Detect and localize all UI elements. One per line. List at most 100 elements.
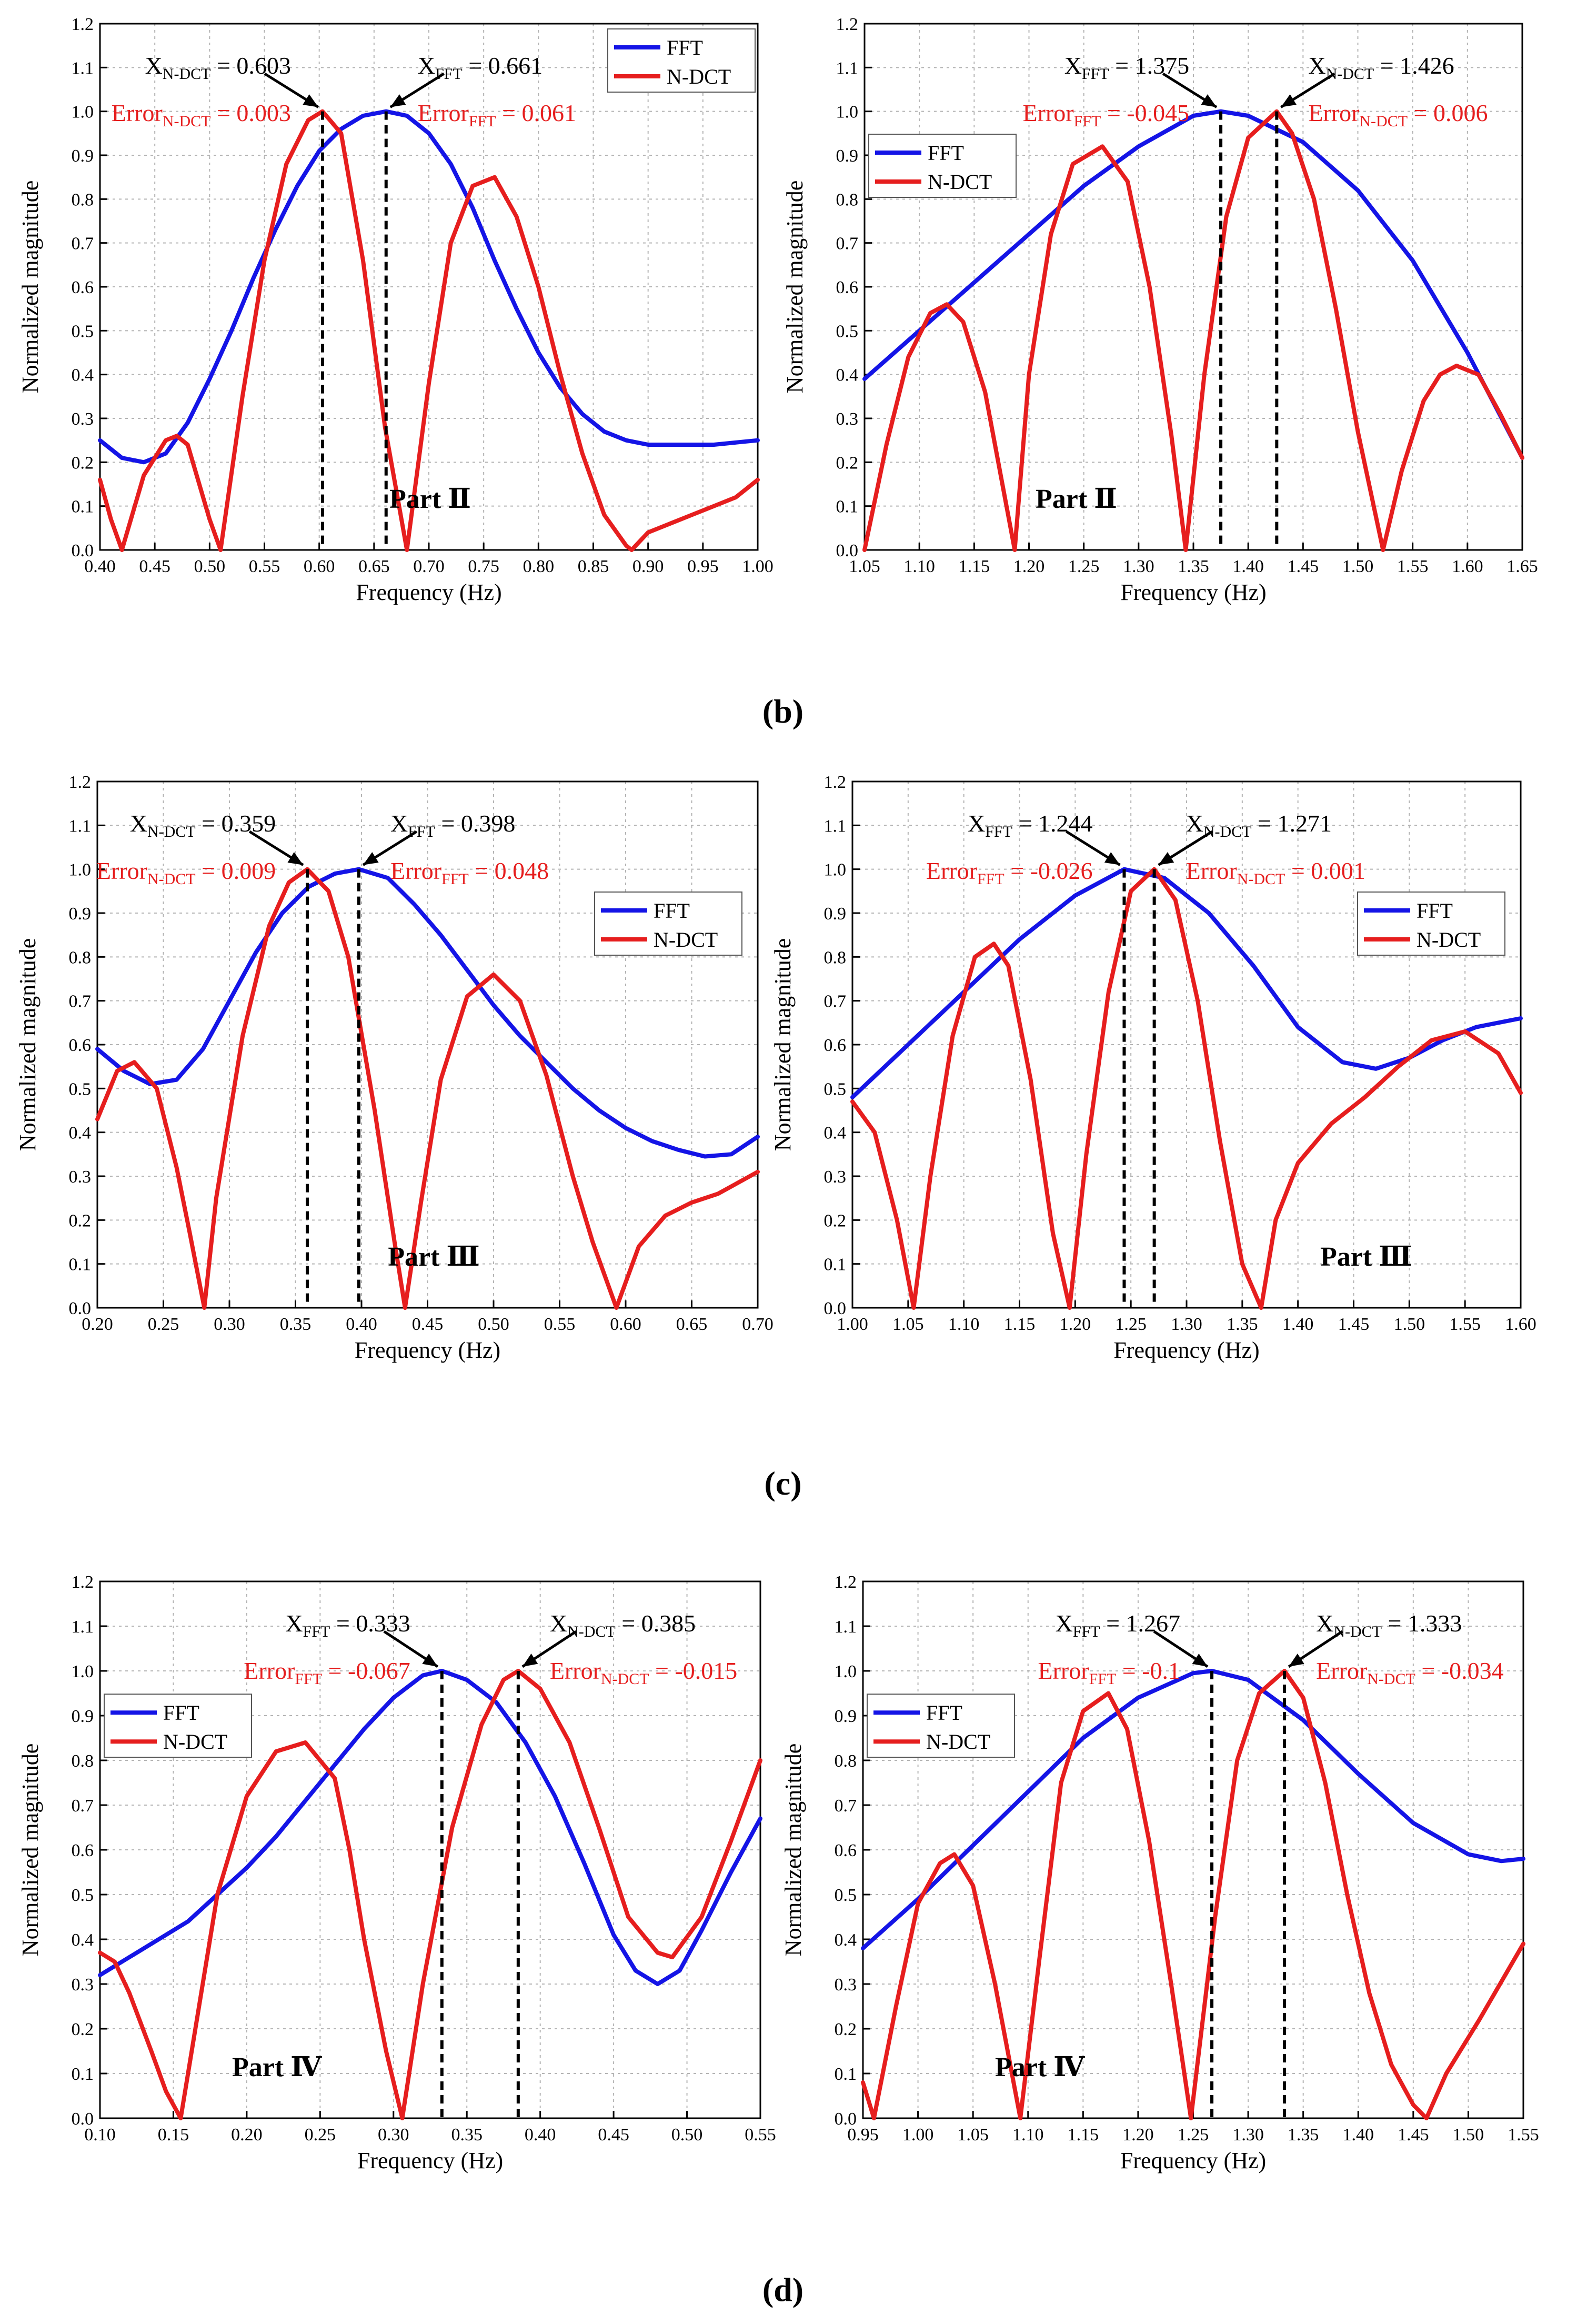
x-tick-label: 0.45 — [412, 1315, 444, 1334]
error-annotation: ErrorN-DCT = 0.009 — [96, 857, 276, 888]
x-axis-label: Frequency (Hz) — [1120, 579, 1266, 605]
series-line-fft — [98, 109, 760, 465]
y-tick-label: 0.3 — [835, 1975, 857, 1995]
y-tick-label: 0.3 — [72, 1975, 94, 1995]
y-axis-label: Normalized magnitude — [17, 181, 43, 393]
x-tick-label: 0.35 — [451, 2125, 483, 2145]
y-tick-label: 0.7 — [72, 1796, 94, 1816]
legend-label-n-dct: N-DCT — [928, 170, 992, 194]
peak-annotation-subscript: FFT — [985, 823, 1012, 840]
y-tick-label: 0.3 — [824, 1167, 847, 1187]
y-tick-label: 1.0 — [69, 860, 92, 880]
y-tick-label: 0.2 — [69, 1211, 92, 1230]
y-tick-label: 1.2 — [72, 1572, 94, 1592]
peak-arrow-head — [1158, 852, 1174, 865]
peak-annotation-subscript: N-DCT — [147, 823, 196, 840]
y-axis-label: Normalized magnitude — [770, 938, 796, 1151]
peak-arrow-head — [390, 94, 406, 107]
y-tick-label: 0.2 — [72, 453, 94, 473]
y-tick-label: 0.5 — [824, 1079, 847, 1099]
x-tick-label: 0.25 — [148, 1315, 179, 1334]
error-annotation-subscript: N-DCT — [163, 113, 211, 130]
y-tick-label: 0.7 — [835, 1796, 857, 1816]
legend-label-n-dct: N-DCT — [654, 928, 718, 951]
chart-c-right: 1.00 1.05 1.10 1.15 1.20 1.25 1.30 1.35 1.40 1.45… — [770, 773, 1536, 1363]
y-tick-label: 0.2 — [824, 1211, 847, 1230]
y-tick-label: 0.9 — [824, 904, 847, 924]
legend: FFT N-DCT — [1357, 891, 1505, 956]
chart-b-right: 1.05 1.10 1.15 1.20 1.25 1.30 1.35 1.40 1.45 1.50… — [782, 15, 1538, 605]
error-annotation: ErrorN-DCT = -0.015 — [550, 1657, 737, 1688]
legend: FFT N-DCT — [868, 134, 1017, 198]
y-tick-label: 0.6 — [835, 1841, 857, 1860]
y-axis-label: Normalized magnitude — [782, 181, 808, 393]
error-annotation: ErrorFFT = -0.067 — [244, 1657, 410, 1688]
y-tick-label: 1.2 — [72, 15, 94, 34]
x-tick-label: 0.25 — [305, 2125, 336, 2145]
peak-annotation-subscript: FFT — [1073, 1623, 1100, 1640]
legend-label-fft: FFT — [1417, 899, 1453, 923]
y-tick-label: 0.9 — [835, 1707, 857, 1726]
y-tick-label: 0.7 — [824, 992, 847, 1011]
y-tick-label: 1.1 — [72, 1617, 94, 1637]
x-tick-label: 1.25 — [1178, 2125, 1209, 2145]
peak-annotation-value: = 1.271 — [1252, 810, 1332, 837]
y-tick-label: 0.0 — [72, 541, 94, 560]
x-tick-label: 0.40 — [346, 1315, 377, 1334]
x-tick-label: 1.10 — [903, 557, 935, 576]
x-tick-label: 0.30 — [378, 2125, 409, 2145]
x-tick-label: 1.00 — [837, 1315, 868, 1334]
y-tick-label: 1.2 — [836, 15, 859, 34]
x-tick-label: 1.15 — [1004, 1315, 1036, 1334]
legend-label-fft: FFT — [163, 1701, 199, 1725]
y-tick-label: 0.4 — [835, 1930, 857, 1950]
error-annotation: ErrorN-DCT = -0.034 — [1316, 1657, 1503, 1688]
peak-arrow-head — [1192, 1654, 1208, 1667]
y-tick-label: 0.4 — [72, 1930, 94, 1950]
x-tick-label: 1.00 — [902, 2125, 934, 2145]
x-tick-label: 1.65 — [1506, 557, 1538, 576]
peak-annotation-symbol: X — [285, 1610, 303, 1637]
x-tick-label: 1.40 — [1232, 557, 1264, 576]
peak-annotation-symbol: X — [145, 52, 163, 79]
plot-frame — [862, 1580, 1524, 2119]
legend-label-fft: FFT — [926, 1701, 962, 1725]
legend-box — [607, 28, 756, 93]
peak-annotation: XN-DCT = 1.426 — [1308, 52, 1454, 83]
y-tick-label: 0.9 — [72, 1707, 94, 1726]
series-line-n-dct — [95, 867, 760, 1310]
error-annotation: ErrorFFT = -0.026 — [926, 857, 1093, 888]
series-line-fft — [850, 867, 1523, 1099]
peak-annotation-subscript: FFT — [303, 1623, 330, 1640]
chart-d-left: 0.10 0.15 0.20 0.25 0.30 0.35 0.40 0.45 0.50 0.55… — [17, 1572, 776, 2173]
error-annotation: ErrorFFT = -0.045 — [1023, 99, 1190, 130]
legend-label-n-dct: N-DCT — [667, 65, 731, 88]
peak-arrow-head — [1289, 1654, 1304, 1667]
y-tick-label: 0.0 — [72, 2109, 94, 2129]
y-tick-label: 1.0 — [72, 103, 94, 122]
legend: FFT N-DCT — [104, 1694, 252, 1758]
legend-label-fft: FFT — [667, 36, 703, 59]
y-tick-label: 0.5 — [836, 322, 859, 341]
plot-frame — [99, 1580, 761, 2119]
series-line-fft — [95, 867, 760, 1159]
peak-annotation-value: = 1.333 — [1382, 1610, 1462, 1637]
error-annotation-subscript: FFT — [977, 870, 1005, 888]
chart-b-left: 0.40 0.45 0.50 0.55 0.60 0.65 0.70 0.75 0.80 0.85… — [17, 15, 774, 605]
y-tick-label: 0.7 — [69, 992, 92, 1011]
x-tick-label: 1.55 — [1508, 2125, 1539, 2145]
row-label-c: (c) — [764, 1465, 801, 1502]
x-tick-label: 0.30 — [214, 1315, 245, 1334]
x-tick-label: 1.45 — [1288, 557, 1319, 576]
error-annotation-subscript: N-DCT — [1367, 1670, 1415, 1688]
y-tick-label: 0.1 — [836, 497, 859, 517]
x-tick-label: 0.55 — [745, 2125, 776, 2145]
error-annotation-symbol: Error — [1308, 99, 1359, 126]
error-annotation-subscript: N-DCT — [147, 870, 196, 888]
peak-annotation-symbol: X — [550, 1610, 567, 1637]
x-tick-label: 0.80 — [523, 557, 555, 576]
peak-annotation-subscript: FFT — [435, 65, 463, 83]
error-annotation: ErrorN-DCT = 0.003 — [112, 99, 291, 130]
